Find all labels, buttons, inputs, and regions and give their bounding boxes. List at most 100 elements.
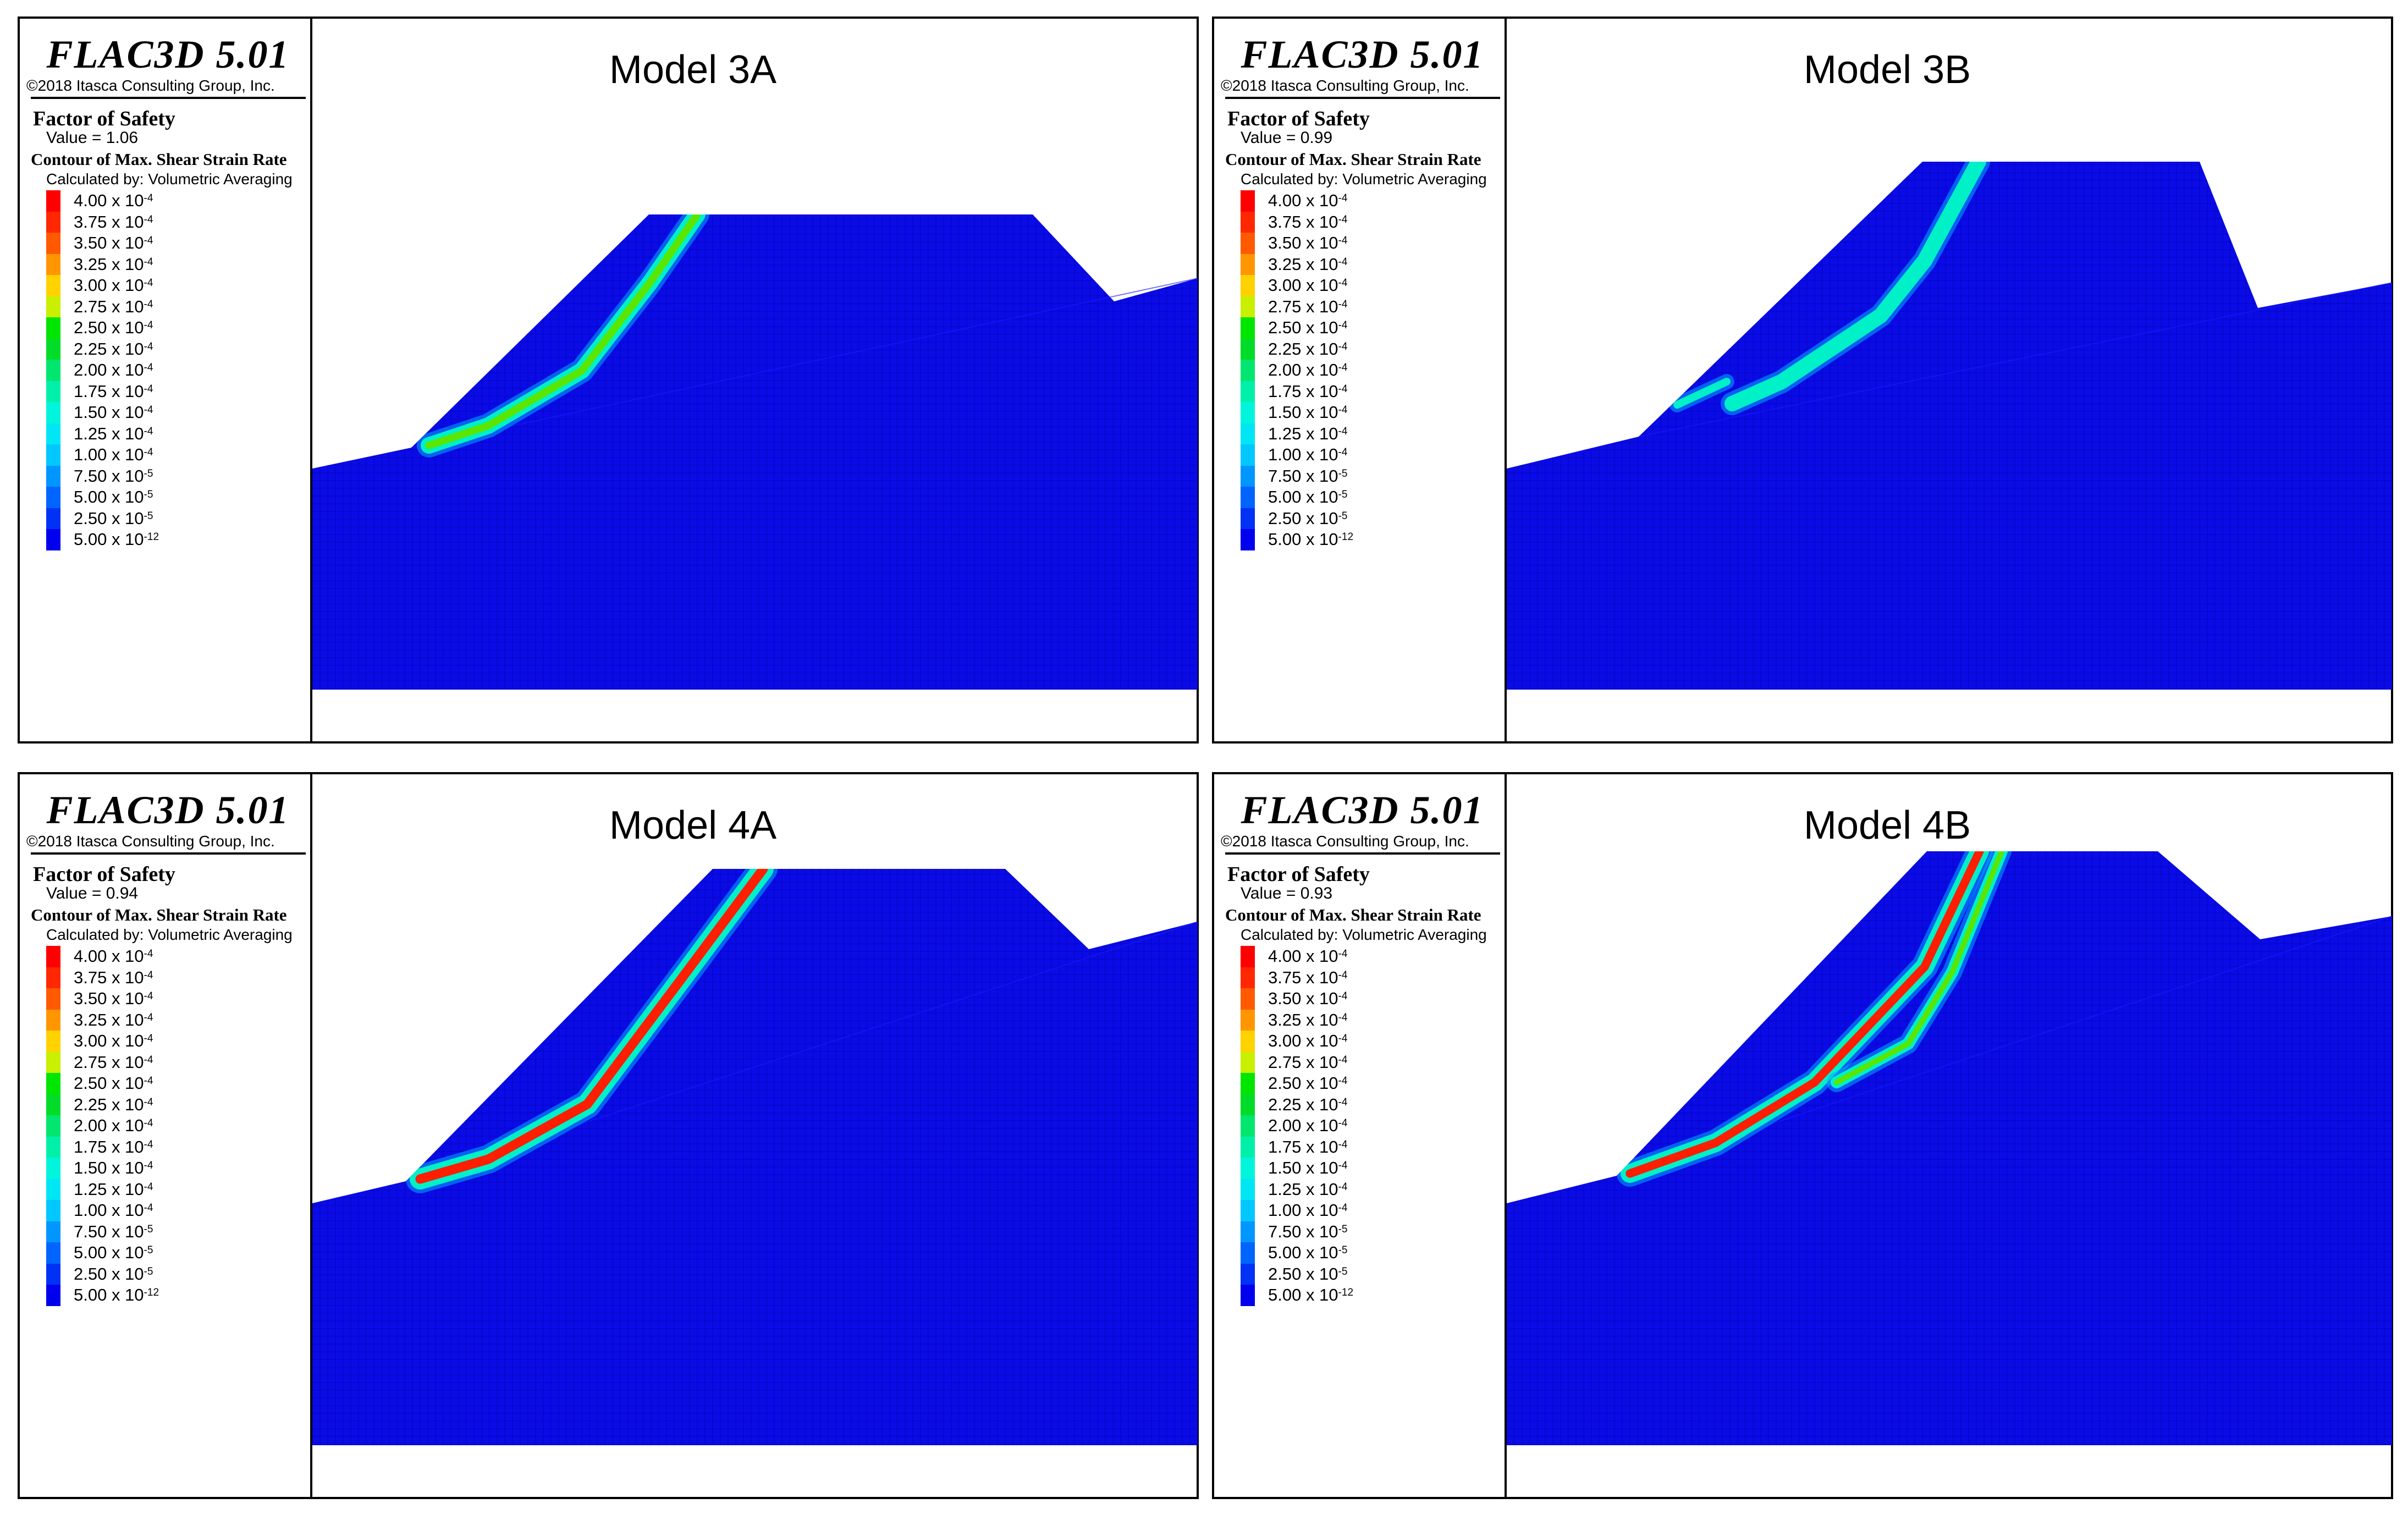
scale-label: 5.00 x 10-12: [1268, 530, 1354, 549]
brand-title: FLAC3D 5.01: [1241, 32, 1484, 76]
divider: [31, 97, 306, 99]
scale-label: 7.50 x 10-5: [1268, 466, 1348, 486]
scale-swatch: [1241, 1031, 1255, 1052]
scale-swatch: [1241, 1200, 1255, 1221]
shear-band-core: [425, 214, 701, 449]
scale-label: 3.50 x 10-4: [74, 989, 153, 1008]
scale-swatch: [46, 423, 60, 444]
shear-band-core: [1834, 851, 2004, 1085]
scale-swatch: [46, 254, 60, 275]
scale-label: 2.25 x 10-4: [74, 339, 153, 359]
shear-band-core: [1625, 851, 1984, 1178]
plot-area: Model 3B: [1507, 19, 2392, 741]
scale-label: 3.00 x 10-4: [74, 276, 153, 295]
scale-swatch: [1241, 1178, 1255, 1200]
scale-swatch: [1241, 360, 1255, 381]
contour-title: Contour of Max. Shear Strain Rate: [1225, 905, 1481, 924]
scale-label: 2.50 x 10-4: [74, 1073, 153, 1093]
scale-swatch: [46, 967, 60, 988]
calc-method: Calculated by: Volumetric Averaging: [46, 926, 293, 943]
scale-swatch: [1241, 988, 1255, 1010]
scale-label: 4.00 x 10-4: [74, 191, 153, 210]
scale-swatch: [46, 1158, 60, 1179]
scale-label: 2.25 x 10-4: [74, 1094, 153, 1114]
scale-swatch: [46, 508, 60, 529]
scale-label: 3.00 x 10-4: [1268, 1031, 1348, 1050]
shear-band-core: [415, 869, 768, 1184]
scale-swatch: [1241, 1158, 1255, 1179]
scale-swatch: [1241, 1136, 1255, 1158]
scale-swatch: [46, 233, 60, 254]
scale-label: 1.00 x 10-4: [1268, 445, 1348, 464]
scale-label: 2.50 x 10-4: [1268, 1073, 1348, 1093]
scale-swatch: [1241, 1263, 1255, 1285]
scale-swatch: [46, 1242, 60, 1264]
fos-title: Factor of Safety: [33, 107, 175, 130]
divider: [1225, 852, 1500, 855]
divider: [31, 852, 306, 855]
scale-label: 7.50 x 10-5: [74, 1221, 153, 1241]
scale-swatch: [46, 211, 60, 233]
scale-label: 1.75 x 10-4: [1268, 1137, 1348, 1156]
scale-label: 3.50 x 10-4: [74, 233, 153, 252]
scale-label: 2.75 x 10-4: [1268, 296, 1348, 316]
scale-swatch: [1241, 211, 1255, 233]
scale-label: 3.25 x 10-4: [1268, 1010, 1348, 1029]
scale-swatch: [1241, 233, 1255, 254]
scale-swatch: [1241, 946, 1255, 967]
contour-title: Contour of Max. Shear Strain Rate: [31, 150, 287, 169]
scale-label: 3.25 x 10-4: [1268, 254, 1348, 274]
shear-band-core: [1675, 379, 1729, 407]
scale-swatch: [46, 487, 60, 508]
scale-label: 1.25 x 10-4: [74, 1179, 153, 1199]
copyright: ©2018 Itasca Consulting Group, Inc.: [1221, 833, 1469, 850]
fos-title: Factor of Safety: [1227, 863, 1370, 886]
scale-label: 2.50 x 10-5: [1268, 1264, 1348, 1284]
scale-label: 2.50 x 10-4: [1268, 318, 1348, 337]
scale-swatch: [1241, 190, 1255, 212]
brand-title: FLAC3D 5.01: [1241, 788, 1484, 832]
scale-label: 2.00 x 10-4: [74, 360, 153, 379]
scale-label: 1.00 x 10-4: [74, 1200, 153, 1220]
scale-swatch: [46, 946, 60, 967]
scale-swatch: [46, 296, 60, 317]
scale-swatch: [1241, 465, 1255, 487]
scale-swatch: [1241, 402, 1255, 423]
scale-label: 3.25 x 10-4: [74, 254, 153, 274]
ground-line: [411, 278, 1198, 448]
scale-label: 3.75 x 10-4: [74, 967, 153, 987]
scale-swatch: [1241, 317, 1255, 339]
scale-label: 3.00 x 10-4: [74, 1031, 153, 1050]
contour-title: Contour of Max. Shear Strain Rate: [1225, 150, 1481, 169]
panel-model-3A: FLAC3D 5.01 ©2018 Itasca Consulting Grou…: [18, 16, 1199, 744]
copyright: ©2018 Itasca Consulting Group, Inc.: [26, 77, 275, 94]
legend: FLAC3D 5.01 ©2018 Itasca Consulting Grou…: [1214, 19, 1507, 741]
scale-label: 2.75 x 10-4: [74, 296, 153, 316]
scale-swatch: [1241, 338, 1255, 360]
scale-swatch: [46, 988, 60, 1010]
scale-swatch: [1241, 967, 1255, 988]
shear-bands: [417, 214, 709, 458]
mesh-svg: [312, 869, 1198, 1445]
scale-swatch: [46, 1073, 60, 1094]
scale-swatch: [46, 338, 60, 360]
scale-swatch: [46, 1009, 60, 1031]
scale-label: 4.00 x 10-4: [74, 946, 153, 966]
fos-value: Value = 1.06: [46, 129, 139, 147]
scale-swatch: [46, 529, 60, 550]
calc-method: Calculated by: Volumetric Averaging: [1241, 926, 1487, 943]
plot-area: Model 3A: [312, 19, 1198, 741]
scale-swatch: [1241, 1051, 1255, 1073]
scale-label: 2.50 x 10-5: [74, 508, 153, 528]
scale-label: 1.00 x 10-4: [74, 445, 153, 464]
scale-label: 1.25 x 10-4: [1268, 1179, 1348, 1199]
scale-swatch: [46, 317, 60, 339]
scale-label: 3.75 x 10-4: [1268, 212, 1348, 232]
scale-label: 2.00 x 10-4: [74, 1116, 153, 1135]
scale-label: 1.00 x 10-4: [1268, 1200, 1348, 1220]
scale-label: 1.75 x 10-4: [1268, 381, 1348, 401]
mesh-svg: [1507, 162, 2392, 690]
scale-label: 5.00 x 10-12: [1268, 1285, 1354, 1304]
panel-model-3B: FLAC3D 5.01 ©2018 Itasca Consulting Grou…: [1212, 16, 2393, 744]
scale-label: 1.50 x 10-4: [1268, 403, 1348, 422]
